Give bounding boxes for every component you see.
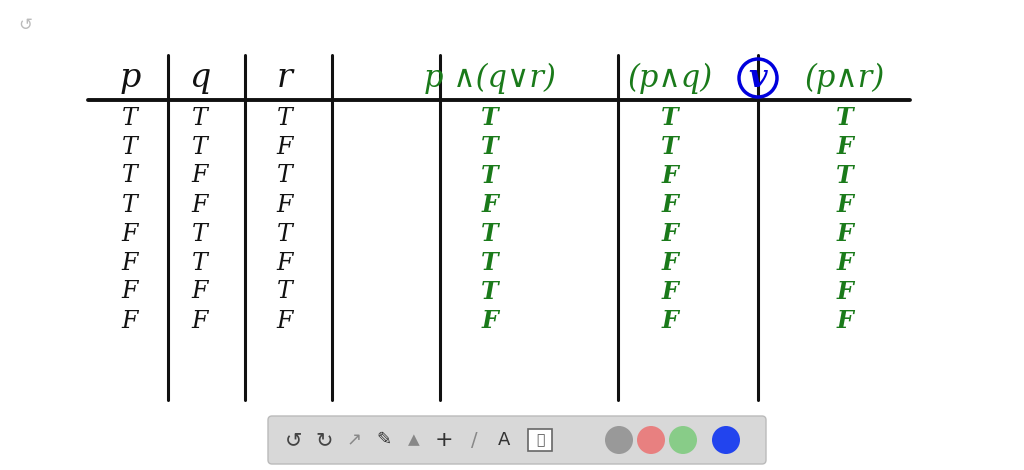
FancyBboxPatch shape: [268, 416, 766, 464]
Text: F: F: [122, 251, 138, 274]
Text: T: T: [278, 107, 293, 130]
Text: F: F: [276, 251, 293, 274]
Text: F: F: [191, 310, 208, 332]
Text: T: T: [837, 106, 854, 130]
Text: T: T: [481, 164, 499, 188]
Text: T: T: [278, 281, 293, 304]
Text: T: T: [481, 280, 499, 304]
Text: ↺: ↺: [18, 16, 32, 34]
Text: F: F: [837, 280, 853, 304]
Text: F: F: [662, 251, 678, 275]
Text: v: v: [749, 63, 767, 94]
Text: F: F: [837, 135, 853, 159]
Text: F: F: [191, 164, 208, 188]
Text: F: F: [662, 164, 678, 188]
Text: F: F: [122, 281, 138, 304]
Text: +: +: [434, 430, 454, 450]
Text: ↗: ↗: [346, 431, 361, 449]
Text: F: F: [662, 222, 678, 246]
Text: T: T: [481, 222, 499, 246]
Text: F: F: [837, 251, 853, 275]
Text: /: /: [471, 431, 477, 449]
Text: ↻: ↻: [315, 430, 333, 450]
Text: T: T: [837, 164, 854, 188]
Text: F: F: [191, 194, 208, 217]
Text: q: q: [189, 62, 211, 94]
Text: (p∧q): (p∧q): [628, 63, 713, 94]
Text: p ∧(q∨r): p ∧(q∨r): [424, 63, 556, 94]
Text: F: F: [276, 135, 293, 158]
Text: A: A: [498, 431, 510, 449]
Text: F: F: [276, 310, 293, 332]
Text: F: F: [837, 222, 853, 246]
Text: T: T: [481, 106, 499, 130]
FancyBboxPatch shape: [528, 429, 552, 451]
Text: F: F: [122, 310, 138, 332]
Text: T: T: [193, 222, 208, 245]
Text: F: F: [122, 222, 138, 245]
Text: ↺: ↺: [286, 430, 303, 450]
Text: T: T: [481, 135, 499, 159]
Text: T: T: [122, 164, 138, 188]
Text: T: T: [662, 135, 679, 159]
Circle shape: [712, 426, 740, 454]
Text: F: F: [481, 309, 499, 333]
Circle shape: [669, 426, 697, 454]
Text: T: T: [122, 107, 138, 130]
Text: ▲: ▲: [409, 432, 420, 447]
Text: ⛰: ⛰: [536, 433, 544, 447]
Text: F: F: [662, 193, 678, 217]
Text: T: T: [193, 135, 208, 158]
Text: T: T: [278, 164, 293, 188]
Text: F: F: [837, 309, 853, 333]
Text: T: T: [662, 106, 679, 130]
Text: T: T: [481, 251, 499, 275]
Text: T: T: [193, 107, 208, 130]
Text: F: F: [481, 193, 499, 217]
Text: ✎: ✎: [377, 431, 391, 449]
Text: T: T: [122, 135, 138, 158]
Text: F: F: [662, 309, 678, 333]
Text: r: r: [278, 62, 293, 94]
Text: T: T: [193, 251, 208, 274]
Text: p: p: [120, 62, 140, 94]
Text: F: F: [276, 194, 293, 217]
Circle shape: [605, 426, 633, 454]
Text: T: T: [122, 194, 138, 217]
Text: F: F: [662, 280, 678, 304]
Text: F: F: [837, 193, 853, 217]
Text: T: T: [278, 222, 293, 245]
Text: (p∧r): (p∧r): [805, 63, 885, 94]
Circle shape: [637, 426, 665, 454]
Text: F: F: [191, 281, 208, 304]
